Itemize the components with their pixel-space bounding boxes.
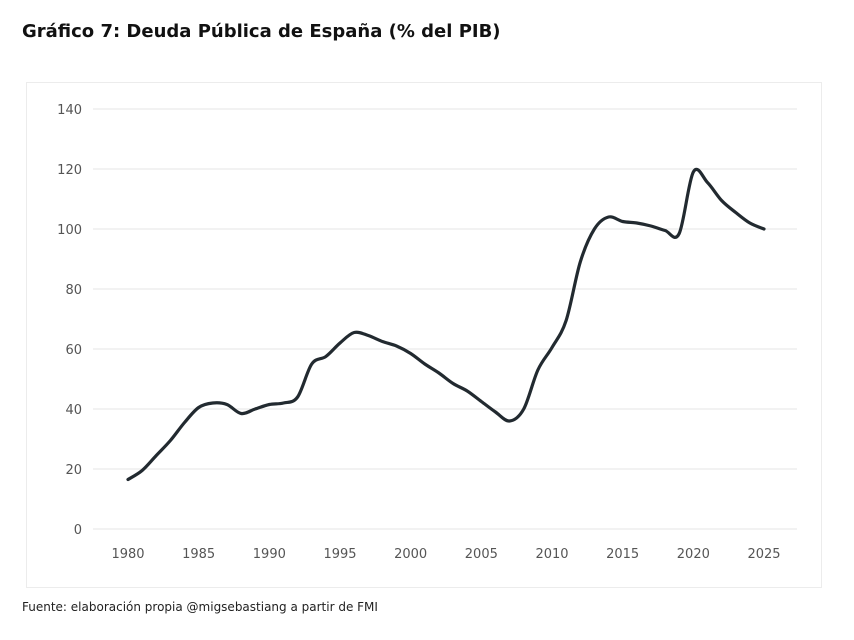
y-tick-label: 140 [57,103,82,118]
x-tick-label: 2015 [606,547,639,562]
series-line-debt [126,167,766,482]
chart-title: Gráfico 7: Deuda Pública de España (% de… [22,21,501,42]
x-tick-label: 2005 [465,547,498,562]
x-axis-ticks: 1980 1985 1990 1995 2000 2005 2010 2015 2020 2025 [111,547,780,562]
y-tick-label: 100 [57,223,82,238]
x-tick-label: 2020 [677,547,710,562]
x-tick-label: 2025 [747,547,780,562]
x-tick-label: 1985 [182,547,215,562]
x-tick-label: 1995 [323,547,356,562]
source-note: Fuente: elaboración propia @migsebastian… [22,600,378,614]
y-axis-ticks: 0 20 40 60 80 100 120 140 [57,103,82,538]
y-tick-label: 0 [74,523,82,538]
x-tick-label: 1980 [111,547,144,562]
x-tick-label: 2000 [394,547,427,562]
y-tick-label: 20 [65,463,82,478]
chart-frame [26,82,822,588]
grid-lines [93,108,797,530]
x-tick-label: 2010 [535,547,568,562]
series-layer [126,167,766,482]
y-tick-label: 120 [57,163,82,178]
y-tick-label: 60 [65,343,82,358]
y-tick-label: 40 [65,403,82,418]
x-tick-label: 1990 [253,547,286,562]
y-tick-label: 80 [65,283,82,298]
